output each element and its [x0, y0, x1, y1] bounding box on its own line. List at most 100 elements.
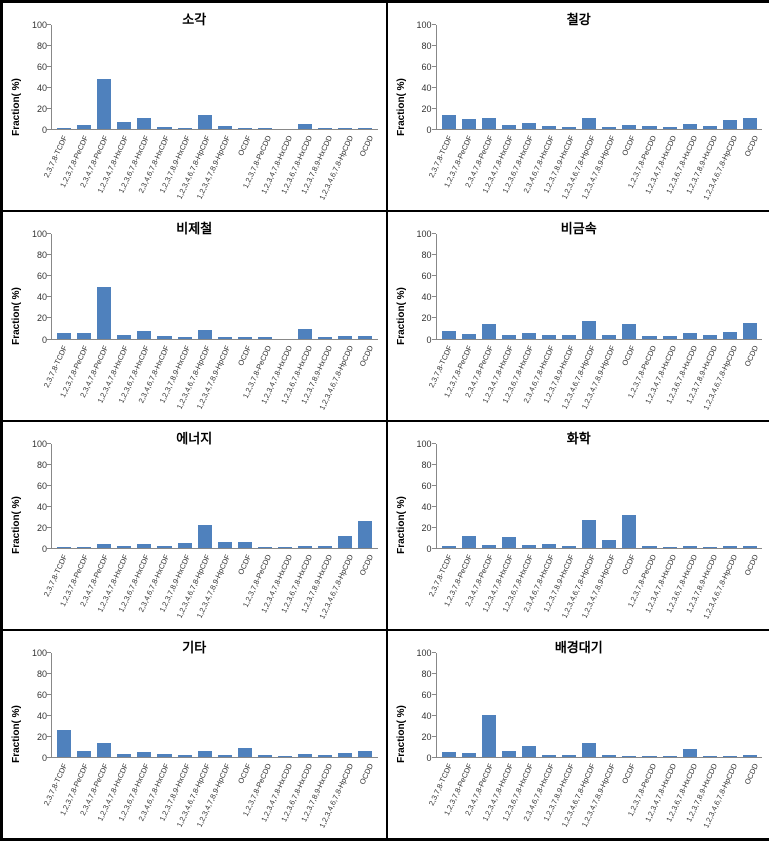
bar	[278, 756, 292, 757]
y-tick-label: 40	[37, 711, 47, 721]
bar-slot	[599, 25, 619, 129]
bar-slot	[459, 25, 479, 129]
bar	[502, 335, 516, 338]
chart-panel: 화학Fraction( %)0204060801002,3,7,8-TCDF1,…	[387, 421, 769, 630]
bar	[137, 752, 151, 757]
chart-panel: 철강Fraction( %)0204060801002,3,7,8-TCDF1,…	[387, 2, 769, 211]
bar	[358, 751, 372, 757]
bar	[117, 546, 131, 548]
x-label-slot: 1,2,3,4,7,8,9-HpCDF	[599, 551, 619, 629]
bar	[582, 520, 596, 548]
bar	[703, 126, 717, 129]
bar	[663, 127, 677, 129]
bar-slot	[660, 25, 680, 129]
bar-slot	[94, 444, 114, 548]
bar-slot	[479, 444, 499, 548]
bar	[77, 333, 91, 338]
bar	[622, 515, 636, 547]
x-label-slot: 1,2,3,4,6,7,8-HpCDD	[721, 132, 741, 210]
chart-grid: 소각Fraction( %)0204060801002,3,7,8-TCDF1,…	[0, 0, 769, 841]
bar	[198, 751, 212, 757]
x-label-slot: 1,2,3,4,6,7,8-HpCDD	[721, 760, 741, 838]
bar	[318, 755, 332, 757]
bar	[602, 127, 616, 129]
y-ticks: 020406080100	[3, 653, 49, 758]
bar	[258, 337, 272, 338]
plot-area	[436, 653, 763, 758]
plot-area	[436, 25, 763, 130]
bar-slot	[114, 25, 134, 129]
y-tick-label: 20	[37, 732, 47, 742]
bar-slot	[275, 234, 295, 338]
bar	[683, 546, 697, 548]
bar	[602, 755, 616, 757]
bar-slot	[559, 234, 579, 338]
x-tick-label: OCDF	[620, 344, 637, 367]
x-label-slot: 1,2,3,4,7,8,9-HpCDF	[214, 342, 234, 420]
y-tick-label: 80	[37, 460, 47, 470]
x-label-slot: OCDD	[357, 760, 377, 838]
bar-slot	[499, 444, 519, 548]
y-tick-label: 40	[421, 83, 431, 93]
bar	[723, 546, 737, 548]
bar	[97, 743, 111, 757]
bar	[338, 536, 352, 547]
bars-container	[52, 234, 378, 338]
bar-slot	[479, 653, 499, 757]
bars-container	[437, 444, 763, 548]
bar	[218, 337, 232, 338]
bar-slot	[499, 234, 519, 338]
bar-slot	[315, 444, 335, 548]
bar-slot	[439, 25, 459, 129]
x-labels: 2,3,7,8-TCDF1,2,3,7,8-PeCDF2,3,4,7,8-PeC…	[436, 760, 763, 838]
bar	[218, 542, 232, 548]
bar-slot	[740, 444, 760, 548]
bar-slot	[619, 234, 639, 338]
bar	[482, 545, 496, 548]
bar	[97, 287, 111, 338]
x-label-slot: OCDD	[742, 132, 762, 210]
bar-slot	[54, 653, 74, 757]
bar-slot	[335, 234, 355, 338]
bar	[298, 329, 312, 338]
bar-slot	[479, 234, 499, 338]
bar	[238, 128, 252, 129]
bar-slot	[355, 25, 375, 129]
bar-slot	[539, 234, 559, 338]
x-tick-label: OCDF	[236, 344, 253, 367]
bar	[542, 335, 556, 338]
bar-slot	[720, 25, 740, 129]
x-label-slot: OCDD	[742, 760, 762, 838]
bar-slot	[74, 653, 94, 757]
bar	[622, 324, 636, 339]
y-tick-label: 20	[421, 732, 431, 742]
x-label-slot: 1,2,3,4,6,7,8-HpCDD	[337, 760, 357, 838]
x-labels: 2,3,7,8-TCDF1,2,3,7,8-PeCDF2,3,4,7,8-PeC…	[51, 551, 378, 629]
bar	[622, 756, 636, 757]
bar-slot	[335, 653, 355, 757]
x-tick-label: OCDF	[236, 762, 253, 785]
bar-slot	[439, 653, 459, 757]
plot-area	[51, 444, 378, 549]
chart-panel: 기타Fraction( %)0204060801002,3,7,8-TCDF1,…	[2, 630, 387, 839]
bar-slot	[519, 444, 539, 548]
plot-area	[51, 234, 378, 339]
bar-slot	[175, 25, 195, 129]
bar-slot	[639, 653, 659, 757]
bars-container	[52, 653, 378, 757]
bar-slot	[235, 653, 255, 757]
bar-slot	[74, 444, 94, 548]
bar	[482, 118, 496, 129]
bar	[743, 755, 757, 757]
y-tick-label: 0	[426, 753, 431, 763]
bar	[703, 547, 717, 548]
bar	[318, 546, 332, 548]
bar	[522, 123, 536, 129]
bar-slot	[680, 25, 700, 129]
plot-area	[51, 25, 378, 130]
bar-slot	[215, 444, 235, 548]
bar	[582, 743, 596, 757]
bar-slot	[700, 653, 720, 757]
bar-slot	[619, 653, 639, 757]
x-tick-label: OCDD	[742, 344, 759, 368]
